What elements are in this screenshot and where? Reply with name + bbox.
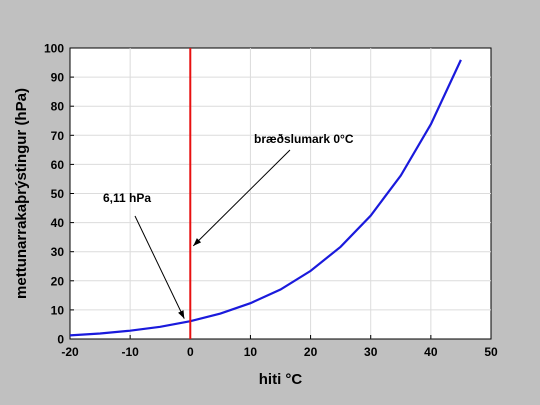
grid-lines	[70, 48, 491, 339]
y-tick-label: 0	[57, 333, 64, 347]
annotation-melting-point-label: bræðslumark 0°C	[254, 132, 354, 146]
annotation-611-hpa-arrow	[134, 215, 185, 319]
y-axis-ticks: 0 10 20 30 40 50 60 70 80 90 100	[44, 42, 74, 347]
x-tick-label: 10	[244, 345, 258, 359]
y-tick-label: 20	[51, 274, 65, 288]
y-tick-label: 70	[51, 129, 65, 143]
y-axis-title: mettunarrakaþrýstingur (hPa)	[13, 88, 30, 299]
annotation-611-hpa: 6,11 hPa	[103, 191, 185, 319]
y-tick-label: 30	[51, 245, 65, 259]
x-tick-label: 40	[424, 345, 438, 359]
y-tick-label: 90	[51, 71, 65, 85]
x-tick-label: -10	[121, 345, 139, 359]
saturation-vapor-pressure-curve	[69, 59, 462, 337]
y-tick-label: 10	[51, 303, 65, 317]
y-tick-label: 80	[51, 100, 65, 114]
x-tick-label: 50	[484, 345, 498, 359]
annotation-melting-point-arrowhead	[193, 238, 202, 246]
x-tick-label: 0	[187, 345, 194, 359]
y-tick-label: 50	[51, 187, 65, 201]
annotation-melting-point-arrow	[192, 149, 291, 247]
y-tick-label: 60	[51, 158, 65, 172]
annotation-melting-point: bræðslumark 0°C	[192, 132, 354, 247]
y-tick-label: 100	[44, 42, 64, 56]
annotation-611-hpa-arrowhead	[178, 310, 185, 319]
x-tick-label: 20	[304, 345, 318, 359]
x-axis-title: hiti °C	[259, 371, 303, 388]
y-tick-label: 40	[51, 216, 65, 230]
x-tick-label: -20	[61, 345, 79, 359]
x-axis-ticks: -20 -10 0 10 20 30 40 50	[61, 335, 498, 359]
x-tick-label: 30	[364, 345, 378, 359]
annotation-611-hpa-label: 6,11 hPa	[103, 191, 151, 205]
